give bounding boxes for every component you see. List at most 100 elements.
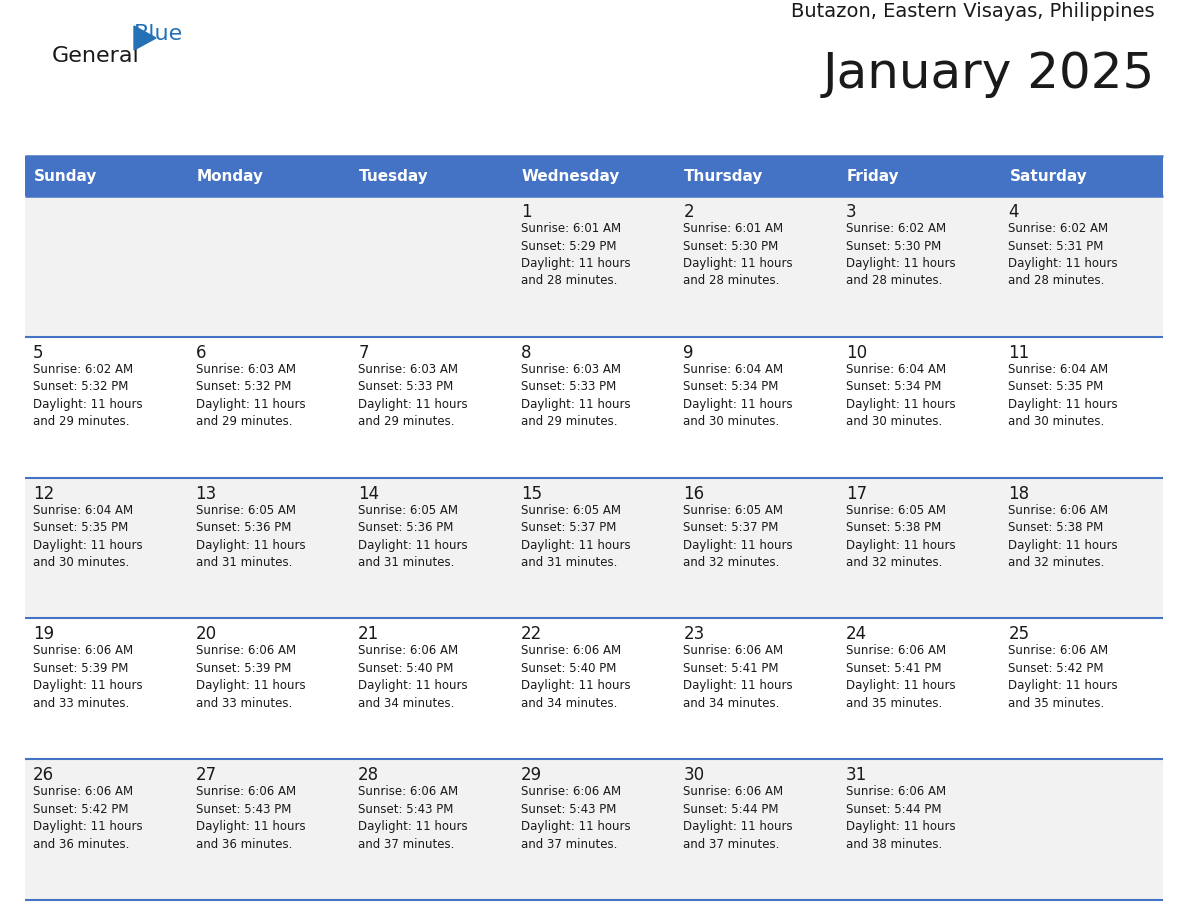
Text: 28: 28 [358, 767, 379, 784]
Text: and 31 minutes.: and 31 minutes. [196, 556, 292, 569]
Bar [1000, 619, 1163, 759]
Text: Daylight: 11 hours: Daylight: 11 hours [33, 539, 143, 552]
Bar [1000, 196, 1163, 337]
Text: Sunrise: 6:06 AM: Sunrise: 6:06 AM [683, 785, 783, 798]
Bar [1000, 759, 1163, 900]
Text: Sunset: 5:34 PM: Sunset: 5:34 PM [846, 380, 941, 393]
Text: and 30 minutes.: and 30 minutes. [33, 556, 129, 569]
Text: Sunrise: 6:06 AM: Sunrise: 6:06 AM [196, 644, 296, 657]
Text: Sunrise: 6:05 AM: Sunrise: 6:05 AM [846, 504, 946, 517]
Bar [350, 619, 513, 759]
Text: Sunrise: 6:06 AM: Sunrise: 6:06 AM [1009, 504, 1108, 517]
Text: 1: 1 [520, 203, 531, 221]
Text: 5: 5 [33, 344, 44, 362]
Text: Sunrise: 6:04 AM: Sunrise: 6:04 AM [1009, 363, 1108, 375]
Text: and 36 minutes.: and 36 minutes. [196, 838, 292, 851]
Bar [838, 337, 1000, 477]
Text: and 34 minutes.: and 34 minutes. [358, 697, 455, 710]
Text: Sunset: 5:32 PM: Sunset: 5:32 PM [196, 380, 291, 393]
Bar [25, 196, 188, 337]
Text: Sunrise: 6:04 AM: Sunrise: 6:04 AM [846, 363, 946, 375]
Text: Sunset: 5:38 PM: Sunset: 5:38 PM [1009, 521, 1104, 534]
Text: Friday: Friday [847, 169, 899, 184]
Text: and 32 minutes.: and 32 minutes. [846, 556, 942, 569]
Text: Sunrise: 6:06 AM: Sunrise: 6:06 AM [358, 785, 459, 798]
Text: Daylight: 11 hours: Daylight: 11 hours [846, 679, 955, 692]
Text: and 29 minutes.: and 29 minutes. [520, 415, 618, 429]
Text: 27: 27 [196, 767, 216, 784]
Text: and 32 minutes.: and 32 minutes. [1009, 556, 1105, 569]
Text: 6: 6 [196, 344, 206, 362]
Text: Sunset: 5:40 PM: Sunset: 5:40 PM [520, 662, 617, 675]
Text: and 31 minutes.: and 31 minutes. [520, 556, 617, 569]
Text: and 28 minutes.: and 28 minutes. [683, 274, 779, 287]
Text: Sunrise: 6:03 AM: Sunrise: 6:03 AM [196, 363, 296, 375]
Text: Sunrise: 6:01 AM: Sunrise: 6:01 AM [683, 222, 783, 235]
Text: Daylight: 11 hours: Daylight: 11 hours [520, 257, 631, 270]
Text: Sunset: 5:30 PM: Sunset: 5:30 PM [683, 240, 778, 252]
Text: Daylight: 11 hours: Daylight: 11 hours [1009, 257, 1118, 270]
Text: 24: 24 [846, 625, 867, 644]
Text: Sunset: 5:32 PM: Sunset: 5:32 PM [33, 380, 128, 393]
Text: 16: 16 [683, 485, 704, 502]
Text: January 2025: January 2025 [823, 50, 1155, 98]
Text: Daylight: 11 hours: Daylight: 11 hours [683, 820, 792, 834]
Bar [838, 196, 1000, 337]
Text: Sunset: 5:42 PM: Sunset: 5:42 PM [1009, 662, 1104, 675]
Text: Sunset: 5:43 PM: Sunset: 5:43 PM [196, 802, 291, 816]
Text: and 33 minutes.: and 33 minutes. [196, 697, 292, 710]
Bar [513, 759, 675, 900]
Bar [350, 477, 513, 619]
Text: Sunrise: 6:02 AM: Sunrise: 6:02 AM [1009, 222, 1108, 235]
Text: and 29 minutes.: and 29 minutes. [33, 415, 129, 429]
Text: Saturday: Saturday [1010, 169, 1087, 184]
Text: and 34 minutes.: and 34 minutes. [683, 697, 779, 710]
Text: Sunrise: 6:04 AM: Sunrise: 6:04 AM [683, 363, 783, 375]
Text: Sunrise: 6:03 AM: Sunrise: 6:03 AM [358, 363, 459, 375]
Bar [350, 196, 513, 337]
Bar [25, 759, 188, 900]
Text: and 34 minutes.: and 34 minutes. [520, 697, 617, 710]
Text: Daylight: 11 hours: Daylight: 11 hours [196, 539, 305, 552]
Bar [513, 619, 675, 759]
Text: 22: 22 [520, 625, 542, 644]
Text: Daylight: 11 hours: Daylight: 11 hours [1009, 539, 1118, 552]
Text: Daylight: 11 hours: Daylight: 11 hours [683, 397, 792, 410]
Text: Sunset: 5:36 PM: Sunset: 5:36 PM [358, 521, 454, 534]
Text: Sunset: 5:44 PM: Sunset: 5:44 PM [846, 802, 941, 816]
Text: Sunday: Sunday [34, 169, 97, 184]
Bar [1000, 337, 1163, 477]
Polygon shape [134, 26, 156, 50]
Bar [675, 619, 838, 759]
Text: Thursday: Thursday [684, 169, 764, 184]
Text: 2: 2 [683, 203, 694, 221]
Text: Daylight: 11 hours: Daylight: 11 hours [358, 820, 468, 834]
Bar [188, 196, 350, 337]
Text: Daylight: 11 hours: Daylight: 11 hours [33, 397, 143, 410]
Text: Sunrise: 6:03 AM: Sunrise: 6:03 AM [520, 363, 620, 375]
Text: 20: 20 [196, 625, 216, 644]
Text: Sunrise: 6:02 AM: Sunrise: 6:02 AM [33, 363, 133, 375]
Text: Sunset: 5:41 PM: Sunset: 5:41 PM [683, 662, 779, 675]
Text: 31: 31 [846, 767, 867, 784]
Text: Daylight: 11 hours: Daylight: 11 hours [196, 679, 305, 692]
Text: and 38 minutes.: and 38 minutes. [846, 838, 942, 851]
Text: Sunset: 5:33 PM: Sunset: 5:33 PM [520, 380, 615, 393]
Text: Daylight: 11 hours: Daylight: 11 hours [846, 539, 955, 552]
Text: 23: 23 [683, 625, 704, 644]
Text: and 29 minutes.: and 29 minutes. [358, 415, 455, 429]
Text: Sunset: 5:39 PM: Sunset: 5:39 PM [196, 662, 291, 675]
Text: Sunset: 5:44 PM: Sunset: 5:44 PM [683, 802, 779, 816]
Text: 25: 25 [1009, 625, 1030, 644]
Text: Sunrise: 6:06 AM: Sunrise: 6:06 AM [196, 785, 296, 798]
Text: Daylight: 11 hours: Daylight: 11 hours [846, 820, 955, 834]
Text: Daylight: 11 hours: Daylight: 11 hours [520, 397, 631, 410]
Text: Sunset: 5:43 PM: Sunset: 5:43 PM [520, 802, 617, 816]
Text: Daylight: 11 hours: Daylight: 11 hours [520, 820, 631, 834]
Text: 19: 19 [33, 625, 55, 644]
Text: Sunrise: 6:06 AM: Sunrise: 6:06 AM [358, 644, 459, 657]
Text: Sunset: 5:31 PM: Sunset: 5:31 PM [1009, 240, 1104, 252]
Bar [25, 477, 188, 619]
Bar [675, 477, 838, 619]
Bar [25, 156, 1163, 196]
